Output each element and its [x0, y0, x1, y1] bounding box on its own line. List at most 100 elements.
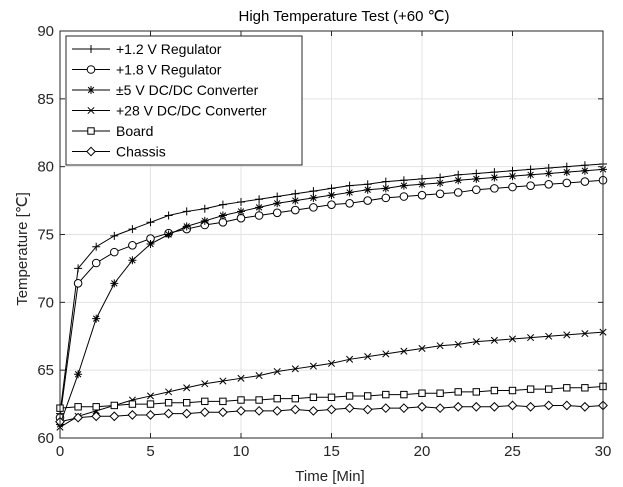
data-point: [73, 279, 83, 288]
data-point: [92, 314, 101, 323]
data-point: [91, 411, 102, 422]
data-point: [272, 208, 282, 218]
data-point: [490, 386, 499, 395]
data-point: [526, 170, 535, 179]
series-3: [56, 165, 607, 429]
data-point: [309, 393, 318, 402]
legend-marker: [86, 65, 96, 74]
data-point: [490, 184, 499, 193]
data-point: [563, 331, 571, 339]
data-point: [74, 403, 82, 411]
data-point: [273, 199, 282, 208]
legend-item: +1.2 V Regulator: [72, 41, 222, 57]
legend-label: +28 V DC/DC Converter: [116, 103, 267, 119]
data-point: [418, 389, 426, 397]
data-point: [291, 196, 300, 205]
data-point: [508, 182, 517, 192]
tick-labels: 0 5 10 15 20 25 30 60 65 70 75 80 85 90: [37, 23, 611, 460]
data-point: [561, 400, 572, 411]
data-point: [507, 400, 518, 411]
data-point: [543, 400, 554, 411]
data-point: [326, 404, 337, 415]
data-point: [73, 412, 84, 423]
y-tick-label: 60: [37, 430, 54, 447]
data-point: [255, 203, 264, 212]
data-point: [345, 198, 354, 208]
data-point: [417, 401, 427, 412]
data-point: [182, 207, 191, 216]
data-point: [400, 347, 408, 355]
data-point: [110, 401, 118, 410]
data-point: [237, 396, 245, 404]
data-point: [74, 264, 83, 273]
data-point: [146, 239, 155, 248]
data-point: [128, 225, 137, 234]
data-point: [562, 168, 571, 177]
data-point: [508, 172, 517, 181]
data-point: [435, 189, 445, 199]
data-point: [92, 242, 101, 251]
data-point: [309, 187, 318, 196]
legend-marker: [86, 146, 96, 157]
data-point: [236, 405, 246, 416]
legend-marker: [87, 127, 95, 135]
y-tick-label: 65: [37, 362, 54, 379]
data-point: [201, 380, 209, 388]
data-point: [91, 258, 101, 268]
data-point: [454, 388, 462, 396]
y-tick-label: 75: [37, 227, 54, 244]
data-point: [109, 411, 120, 422]
data-point: [363, 196, 373, 205]
x-tick-label: 30: [595, 443, 612, 460]
data-point: [345, 188, 354, 197]
legend-label: Board: [116, 123, 153, 139]
data-point: [290, 404, 301, 415]
data-point: [544, 169, 553, 178]
legend-label: ±5 V DC/DC Converter: [116, 82, 259, 98]
legend: +1.2 V Regulator +1.8 V Regulator ±5 V DC/…: [65, 35, 303, 166]
data-point: [110, 279, 119, 288]
data-point: [163, 408, 174, 419]
data-point: [255, 195, 264, 204]
data-point: [454, 176, 463, 185]
legend-item: +1.8 V Regulator: [72, 62, 222, 78]
data-point: [218, 211, 227, 220]
data-point: [381, 177, 390, 186]
x-axis-title: Time [Min]: [295, 468, 364, 485]
data-point: [472, 338, 480, 346]
data-point: [344, 403, 355, 414]
data-point: [472, 388, 481, 396]
data-point: [453, 188, 463, 197]
data-point: [309, 203, 318, 212]
data-point: [581, 329, 589, 338]
data-point: [562, 178, 572, 188]
data-point: [579, 401, 590, 412]
legend-marker: [87, 45, 95, 53]
data-point: [418, 344, 426, 353]
data-point: [527, 334, 535, 342]
data-point: [436, 178, 445, 187]
data-point: [146, 392, 155, 400]
x-tick-label: 0: [56, 443, 64, 460]
series-2: [55, 175, 608, 422]
y-tick-label: 70: [37, 294, 54, 311]
data-point: [237, 207, 245, 216]
data-point: [327, 359, 336, 367]
data-point: [508, 386, 517, 395]
data-point: [545, 385, 553, 393]
data-point: [418, 180, 426, 189]
data-point: [398, 403, 409, 414]
data-point: [128, 256, 137, 265]
data-point: [580, 177, 590, 186]
x-tick-label: 10: [233, 443, 250, 460]
y-tick-label: 80: [37, 159, 54, 176]
data-point: [381, 193, 391, 203]
data-point: [399, 181, 408, 190]
data-point: [219, 397, 227, 406]
data-point: [581, 384, 589, 392]
data-point: [110, 231, 119, 240]
data-point: [291, 365, 299, 373]
series-6: [55, 400, 608, 427]
data-point: [580, 166, 589, 175]
data-point: [345, 181, 354, 190]
